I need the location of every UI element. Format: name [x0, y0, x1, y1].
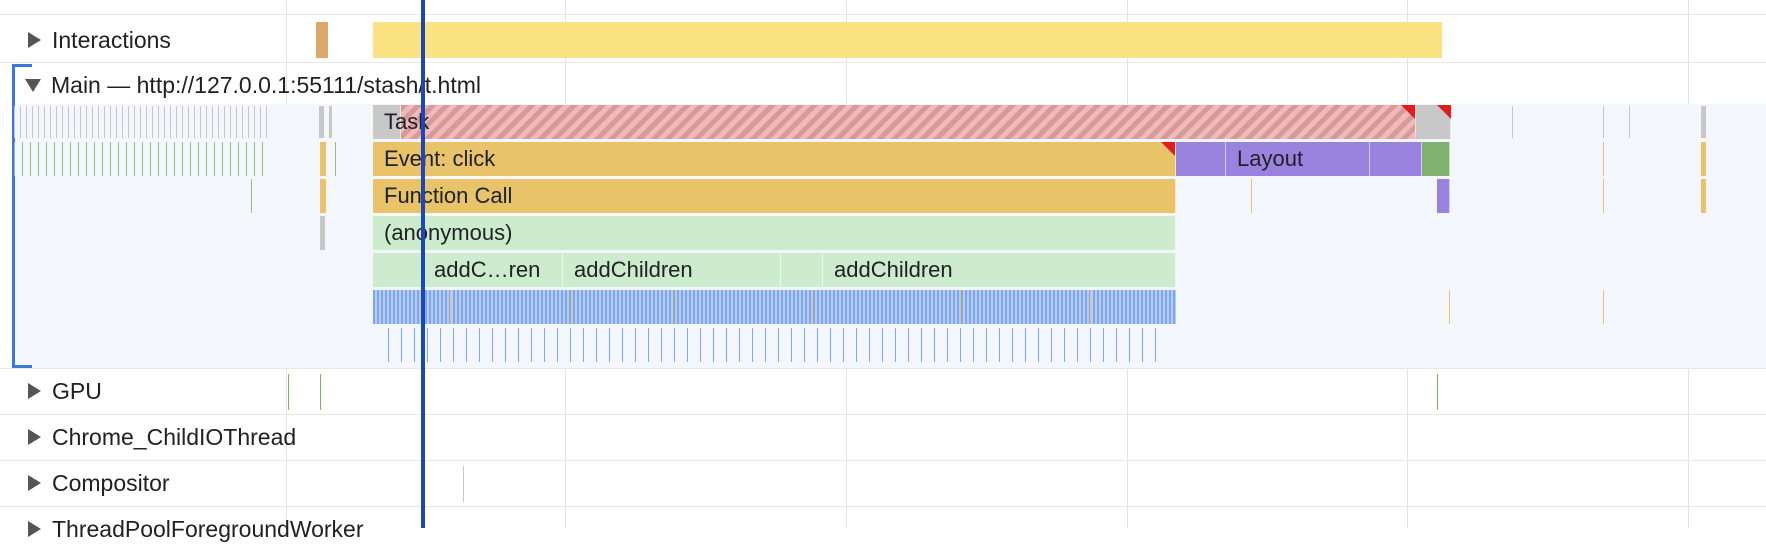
triangle-right-icon: [28, 521, 41, 537]
add-children-bar[interactable]: addC…ren: [423, 253, 563, 287]
task-tick: [320, 216, 325, 250]
call-stack-sparse-row[interactable]: [388, 328, 1158, 362]
scripting-tick: [1090, 290, 1091, 324]
scripting-tick: [1603, 142, 1604, 176]
red-corner-triangle-icon: [1161, 142, 1175, 156]
painting-ticks: [14, 142, 264, 176]
scripting-tick: [1603, 179, 1604, 213]
task-bar[interactable]: [373, 105, 1416, 139]
track-gpu[interactable]: GPU: [0, 369, 102, 413]
add-children-label: addC…ren: [434, 257, 541, 282]
task-tick: [1701, 106, 1706, 138]
track-label: Main — http://127.0.0.1:55111/stash/t.ht…: [51, 71, 482, 98]
rendering-bar[interactable]: [1437, 179, 1450, 213]
layout-bar[interactable]: Layout: [1226, 142, 1370, 176]
anonymous-label: (anonymous): [384, 220, 513, 245]
track-separator: [0, 506, 1766, 507]
event-click-bar[interactable]: Event: click: [373, 142, 1176, 176]
track-label: ThreadPoolForegroundWorker: [52, 515, 364, 542]
call-stack-dense-row[interactable]: [373, 290, 1176, 324]
function-call-bar[interactable]: Function Call: [373, 179, 1176, 213]
scripting-tick: [1449, 290, 1450, 324]
rendering-bar[interactable]: [1370, 142, 1422, 176]
event-click-label: Event: click: [384, 146, 496, 171]
painting-tick: [335, 142, 336, 176]
scripting-tick: [812, 290, 813, 324]
anonymous-bar[interactable]: (anonymous): [373, 216, 1176, 250]
task-tick: [1629, 106, 1630, 138]
track-label: Compositor: [52, 469, 170, 496]
task-tick: [1512, 106, 1513, 138]
function-call-label: Function Call: [384, 183, 513, 208]
triangle-right-icon: [28, 32, 41, 48]
scripting-tick: [960, 290, 961, 324]
interaction-click-bar[interactable]: [373, 22, 1442, 58]
track-separator: [0, 14, 1766, 15]
main-track-bracket: [12, 64, 32, 368]
track-threadpool-foreground-worker[interactable]: ThreadPoolForegroundWorker: [0, 507, 364, 551]
track-separator: [0, 368, 1766, 369]
gpu-tick: [1437, 374, 1438, 410]
add-children-label: addChildren: [834, 257, 953, 282]
scripting-tick: [571, 290, 572, 324]
triangle-right-icon: [28, 429, 41, 445]
add-children-label: addChildren: [574, 257, 693, 282]
scripting-tick: [1603, 290, 1604, 324]
add-children-bar[interactable]: addChildren: [563, 253, 781, 287]
gpu-tick: [320, 374, 321, 410]
track-separator: [0, 62, 1766, 63]
add-children-bar[interactable]: addChildren: [823, 253, 1176, 287]
task-bar-head: [373, 105, 401, 139]
track-chrome-childiothread[interactable]: Chrome_ChildIOThread: [0, 415, 296, 459]
interaction-marker[interactable]: [316, 22, 328, 58]
task-ticks: [14, 106, 268, 138]
track-label: GPU: [52, 377, 102, 404]
scripting-tick: [675, 290, 676, 324]
scripting-tick: [1701, 179, 1706, 213]
red-corner-triangle-icon: [1437, 105, 1451, 119]
scripting-tick: [450, 290, 451, 324]
playhead-cursor[interactable]: [421, 0, 425, 528]
track-separator: [0, 414, 1766, 415]
painting-bar[interactable]: [1422, 142, 1450, 176]
rendering-bar[interactable]: [1176, 142, 1226, 176]
scripting-tick: [1701, 142, 1706, 176]
triangle-down-icon: [25, 78, 41, 92]
js-frame-bar[interactable]: [781, 253, 823, 287]
layout-label: Layout: [1237, 146, 1304, 171]
track-compositor[interactable]: Compositor: [0, 461, 170, 505]
track-separator: [0, 460, 1766, 461]
track-main[interactable]: Main — http://127.0.0.1:55111/stash/t.ht…: [0, 63, 481, 107]
compositor-tick: [463, 466, 464, 502]
track-interactions[interactable]: Interactions: [0, 18, 171, 62]
scripting-tick: [320, 179, 326, 213]
task-tick: [319, 106, 324, 138]
task-tick: [1603, 106, 1604, 138]
triangle-right-icon: [28, 475, 41, 491]
triangle-right-icon: [28, 383, 41, 399]
gpu-tick: [288, 374, 289, 410]
track-label: Chrome_ChildIOThread: [52, 423, 297, 450]
track-label: Interactions: [52, 26, 171, 53]
painting-tick: [251, 179, 252, 213]
scripting-tick: [1251, 179, 1252, 213]
js-frame-bar[interactable]: [373, 253, 423, 287]
task-tick: [329, 106, 332, 138]
red-corner-triangle-icon: [1401, 105, 1415, 119]
scripting-tick: [320, 142, 326, 176]
